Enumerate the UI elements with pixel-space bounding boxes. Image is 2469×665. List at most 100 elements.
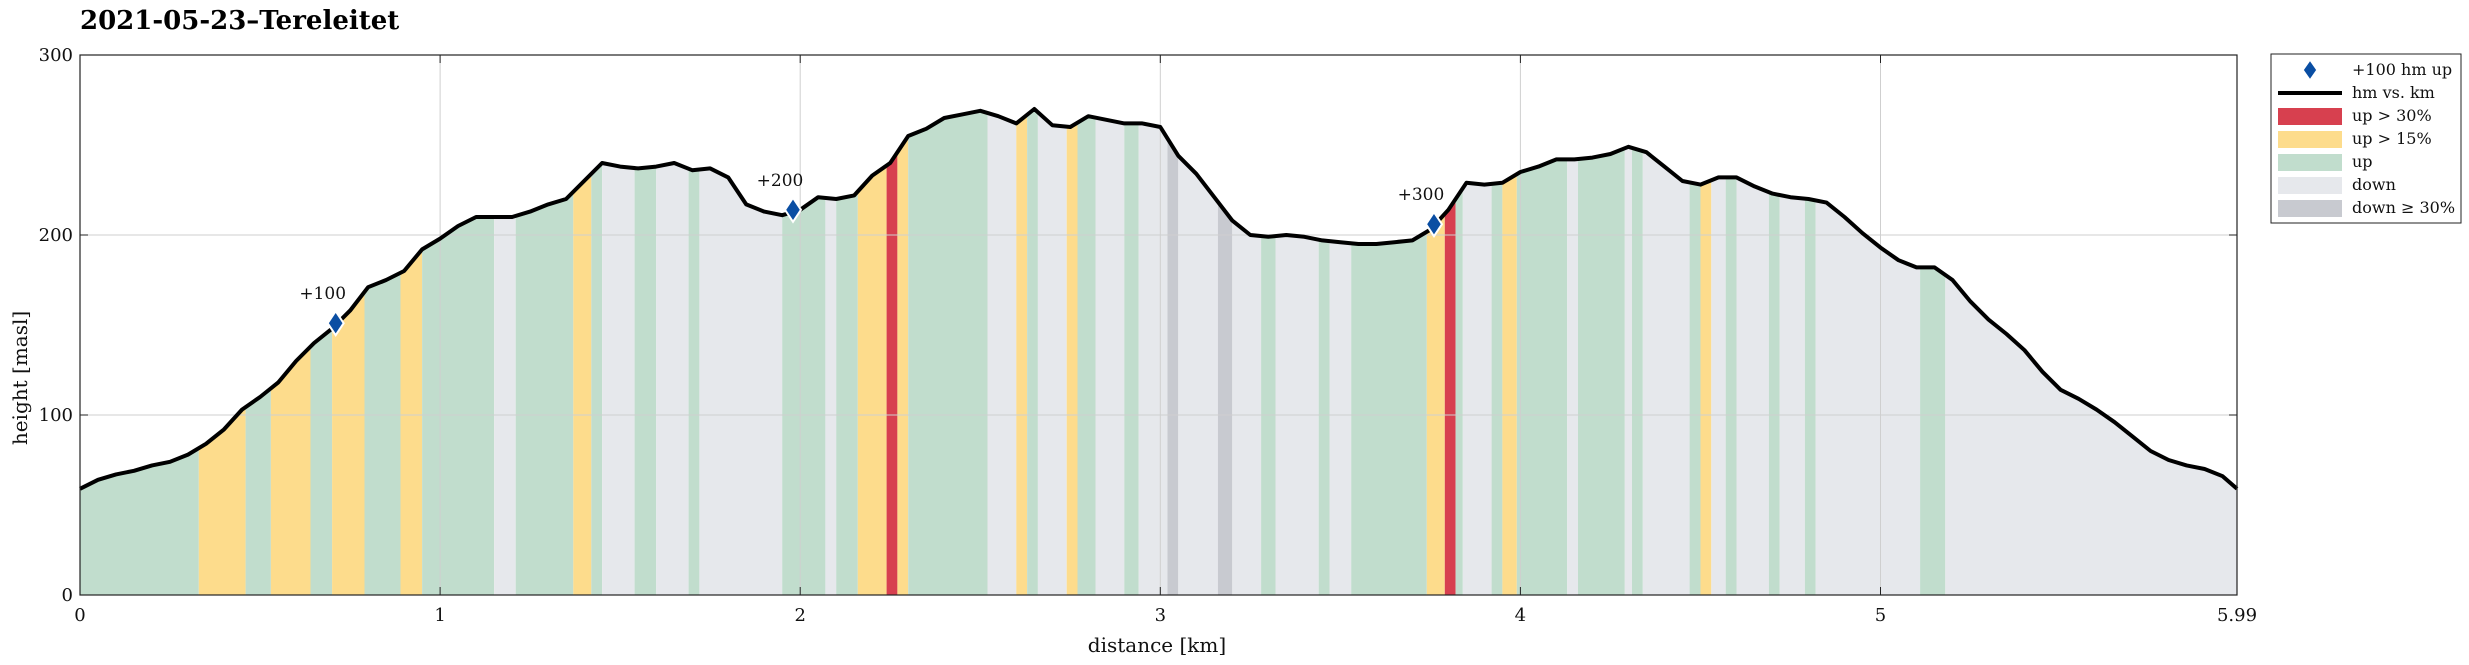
slope-band-up30 bbox=[886, 152, 898, 595]
slope-band-up bbox=[634, 166, 657, 595]
slope-band-down bbox=[1138, 123, 1168, 596]
slope-band-up15 bbox=[400, 249, 423, 595]
slope-band-up bbox=[245, 388, 271, 595]
x-axis-label: distance [km] bbox=[1088, 633, 1226, 657]
x-tick-label: 5.99 bbox=[2217, 605, 2257, 626]
slope-band-down bbox=[494, 215, 516, 595]
slope-band-up bbox=[1491, 182, 1503, 596]
slope-band-up bbox=[836, 191, 858, 595]
plot-area: 0 1 2 3 4 5 5.99 0 100 200 300 +100 +200 +300 bbox=[39, 45, 2257, 626]
slope-band-down bbox=[987, 113, 1017, 595]
slope-band-down bbox=[1232, 220, 1262, 595]
legend-marker-swatch bbox=[2302, 58, 2318, 82]
slope-band-down bbox=[1178, 155, 1218, 596]
slope-band-up15 bbox=[1066, 122, 1078, 595]
slope-band-up bbox=[1804, 198, 1816, 595]
x-tick-label: 4 bbox=[1515, 605, 1526, 626]
slope-band-up bbox=[1261, 236, 1276, 595]
legend-label: up bbox=[2352, 152, 2373, 171]
slope-band-down bbox=[602, 163, 635, 595]
slope-band-down30 bbox=[1217, 201, 1233, 595]
marker-label: +300 bbox=[1398, 185, 1445, 205]
slope-band-down bbox=[1624, 146, 1632, 596]
legend: +100 hm up hm vs. km up > 30% up > 15% up dow… bbox=[2270, 53, 2462, 224]
slope-band-down bbox=[1736, 177, 1769, 595]
slope-band-up bbox=[1077, 116, 1096, 595]
legend-swatch-up bbox=[2278, 154, 2342, 171]
slope-band-up15 bbox=[1426, 213, 1445, 596]
x-tick-label: 3 bbox=[1155, 605, 1166, 626]
slope-band-up bbox=[1920, 267, 1946, 595]
slope-band-up bbox=[310, 328, 333, 595]
slope-band-up bbox=[1516, 159, 1568, 595]
slope-band-down bbox=[1815, 200, 1921, 595]
axes-frame bbox=[79, 54, 2238, 596]
slope-band-up bbox=[80, 448, 199, 595]
legend-label: down ≥ 30% bbox=[2352, 198, 2455, 217]
slope-band-up bbox=[908, 110, 988, 596]
slope-band-down bbox=[1462, 182, 1492, 596]
y-axis-label: height [masl] bbox=[8, 311, 32, 445]
slope-band-up bbox=[1632, 147, 1643, 595]
x-tick-label: 1 bbox=[434, 605, 445, 626]
slope-band-up15 bbox=[897, 136, 909, 595]
grid bbox=[80, 55, 2237, 595]
markers: +100 +200 +300 bbox=[299, 171, 1445, 338]
slope-band-up15 bbox=[270, 346, 311, 595]
slope-band-down bbox=[656, 163, 689, 595]
legend-swatch-up15 bbox=[2278, 131, 2342, 148]
slope-band-up bbox=[591, 163, 603, 595]
slope-band-down bbox=[1642, 151, 1690, 595]
marker-diamond bbox=[326, 309, 345, 338]
slope-band-up bbox=[688, 168, 700, 596]
elevation-line bbox=[79, 107, 2239, 491]
slope-band-down30 bbox=[1167, 138, 1179, 595]
slope-band-up bbox=[1351, 231, 1427, 596]
x-tick-label: 2 bbox=[794, 605, 805, 626]
legend-label: down bbox=[2352, 175, 2396, 194]
slope-band-up15 bbox=[1016, 114, 1028, 596]
legend-swatch-down bbox=[2278, 177, 2342, 194]
y-tick-label: 200 bbox=[39, 225, 73, 246]
slope-band-up bbox=[364, 272, 401, 595]
chart-title: 2021-05-23–Tereleitet bbox=[80, 6, 399, 36]
slope-band-down bbox=[699, 168, 783, 595]
slope-band-down bbox=[1945, 275, 2237, 595]
slope-band-down bbox=[1329, 241, 1352, 595]
marker-label: +200 bbox=[757, 171, 804, 191]
slope-band-down bbox=[825, 197, 837, 595]
slope-band-up bbox=[1768, 192, 1780, 595]
slope-band-up15 bbox=[332, 291, 365, 595]
slope-band-up bbox=[1027, 109, 1038, 595]
y-tick-label: 0 bbox=[62, 585, 73, 606]
slope-band-down bbox=[1779, 195, 1805, 595]
slope-band-up15 bbox=[573, 173, 592, 596]
slope-band-up bbox=[782, 197, 826, 595]
slope-band-up bbox=[1725, 177, 1737, 595]
slope-band-up bbox=[422, 217, 495, 595]
slope-band-up15 bbox=[198, 407, 246, 595]
y-tick-label: 300 bbox=[39, 45, 73, 66]
marker-diamond bbox=[1424, 210, 1444, 239]
slope-band-up15 bbox=[1700, 180, 1712, 596]
slope-band-up bbox=[1455, 188, 1463, 595]
x-tick-label: 5 bbox=[1875, 605, 1886, 626]
slope-band-down bbox=[1095, 117, 1125, 595]
legend-label: up > 15% bbox=[2352, 129, 2432, 148]
x-tick-label: 0 bbox=[74, 605, 85, 626]
legend-label: +100 hm up bbox=[2352, 60, 2452, 79]
slope-band-up bbox=[1578, 148, 1625, 595]
slope-band-up bbox=[515, 191, 574, 596]
slope-band-up bbox=[1124, 123, 1139, 596]
legend-swatch-up30 bbox=[2278, 108, 2342, 125]
slope-band-up15 bbox=[1502, 174, 1517, 595]
legend-label: hm vs. km bbox=[2352, 83, 2435, 102]
y-tick-label: 100 bbox=[39, 405, 73, 426]
slope-band-up30 bbox=[1444, 199, 1456, 595]
marker-label: +100 bbox=[299, 284, 346, 304]
slope-band-up15 bbox=[857, 165, 887, 595]
legend-label: up > 30% bbox=[2352, 106, 2432, 125]
ticks: 0 1 2 3 4 5 5.99 0 100 200 300 bbox=[39, 45, 2257, 626]
slope-band-up bbox=[1318, 239, 1330, 595]
